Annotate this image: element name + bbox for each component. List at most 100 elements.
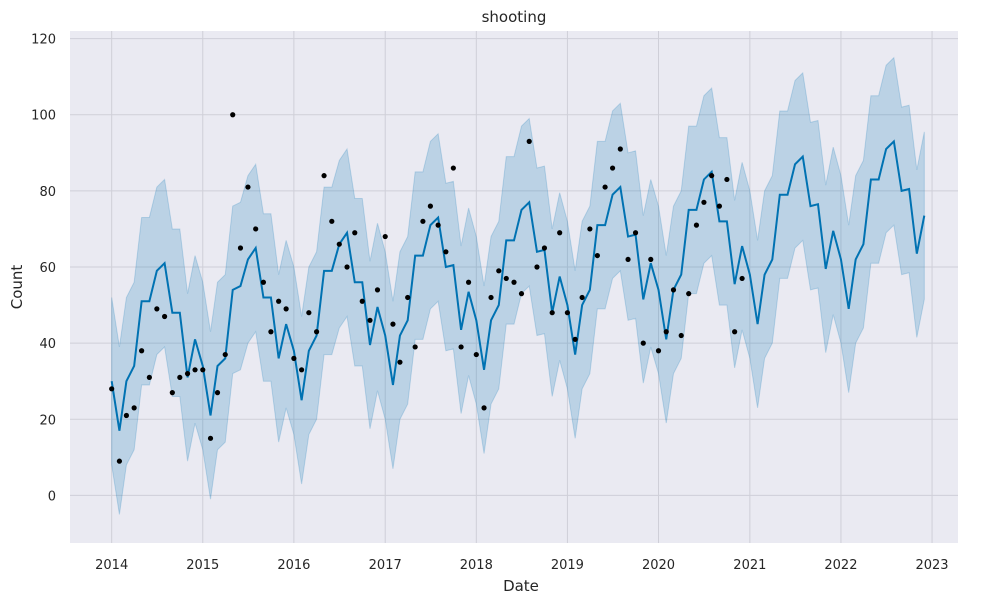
observed-point — [237, 245, 244, 251]
observed-point — [617, 146, 623, 152]
observed-point — [359, 298, 365, 304]
observed-points — [109, 112, 745, 464]
x-tick-label: 2017 — [369, 558, 402, 573]
x-tick-label: 2015 — [186, 558, 219, 573]
x-axis-label: Date — [503, 577, 539, 595]
observed-point — [435, 222, 441, 228]
observed-point — [139, 348, 145, 354]
observed-point — [177, 374, 183, 381]
x-tick-label: 2020 — [642, 558, 675, 573]
observed-point — [306, 310, 312, 316]
observed-point — [557, 230, 563, 236]
grid — [70, 31, 958, 543]
observed-point — [724, 176, 730, 183]
uncertainty-interval — [111, 56, 925, 515]
observed-point — [200, 367, 206, 373]
observed-point — [609, 165, 616, 171]
observed-point — [526, 138, 532, 144]
observed-point — [336, 241, 342, 247]
observed-point — [397, 359, 403, 365]
observed-point — [420, 218, 426, 224]
observed-point — [670, 287, 677, 293]
x-tick-label: 2022 — [824, 558, 857, 573]
y-axis-ticks: 0 20 40 60 80 100 120 — [31, 33, 56, 505]
observed-point — [253, 226, 259, 232]
observed-point — [648, 256, 654, 263]
observed-point — [390, 321, 396, 327]
observed-point — [594, 252, 600, 259]
plot-background — [70, 31, 958, 543]
observed-point — [321, 173, 327, 179]
observed-point — [230, 112, 236, 118]
observed-point — [458, 344, 464, 350]
observed-point — [412, 344, 418, 350]
observed-point — [313, 329, 320, 335]
y-tick-label: 60 — [39, 261, 56, 276]
x-axis-ticks: 2014 2015 2016 2017 2018 2019 2020 2021 2022 2023 — [95, 558, 948, 573]
observed-point — [214, 390, 221, 396]
observed-point — [405, 294, 411, 301]
observed-point — [732, 329, 738, 335]
observed-point — [602, 184, 608, 190]
observed-point — [329, 218, 335, 224]
observed-point — [693, 222, 700, 228]
observed-point — [481, 405, 487, 411]
x-tick-label: 2021 — [733, 558, 766, 573]
observed-point — [109, 386, 115, 392]
observed-point — [443, 249, 449, 255]
x-tick-label: 2016 — [277, 558, 310, 573]
observed-point — [283, 306, 289, 312]
observed-point — [276, 298, 282, 304]
observed-point — [299, 367, 305, 373]
observed-point — [146, 374, 152, 381]
forecast-line — [110, 139, 926, 431]
observed-point — [686, 291, 692, 297]
observed-point — [534, 264, 540, 270]
observed-point — [701, 199, 707, 205]
y-axis-label: Count — [8, 265, 26, 310]
observed-point — [518, 291, 525, 297]
observed-point — [541, 245, 548, 251]
observed-point — [222, 351, 228, 358]
observed-point — [496, 268, 502, 274]
observed-point — [116, 458, 123, 464]
x-tick-label: 2019 — [551, 558, 584, 573]
x-tick-label: 2018 — [460, 558, 493, 573]
observed-point — [184, 371, 191, 377]
y-tick-label: 20 — [39, 413, 56, 428]
y-tick-label: 80 — [39, 185, 56, 200]
observed-point — [709, 173, 715, 179]
observed-point — [511, 279, 517, 285]
observed-point — [169, 390, 175, 396]
y-tick-label: 40 — [39, 337, 56, 352]
observed-point — [450, 165, 456, 171]
observed-point — [739, 275, 745, 282]
observed-point — [579, 294, 585, 301]
observed-point — [291, 355, 297, 361]
observed-point — [154, 306, 160, 312]
observed-point — [352, 230, 358, 236]
observed-point — [632, 230, 639, 236]
observed-point — [549, 310, 555, 316]
observed-point — [473, 351, 479, 358]
chart-title: shooting — [482, 8, 547, 26]
observed-point — [655, 348, 662, 354]
observed-point — [374, 287, 381, 293]
observed-point — [260, 279, 267, 285]
observed-point — [131, 405, 137, 411]
y-tick-label: 100 — [31, 109, 56, 124]
observed-point — [382, 233, 388, 240]
observed-point — [716, 203, 723, 209]
observed-point — [503, 275, 509, 282]
observed-point — [123, 412, 130, 419]
observed-point — [367, 317, 373, 323]
observed-point — [192, 367, 198, 373]
observed-point — [427, 203, 433, 209]
observed-point — [465, 279, 472, 285]
y-tick-label: 0 — [48, 489, 56, 504]
y-tick-label: 120 — [31, 33, 56, 48]
observed-point — [587, 226, 593, 232]
observed-point — [344, 264, 350, 270]
observed-point — [564, 310, 571, 316]
x-tick-label: 2014 — [95, 558, 128, 573]
